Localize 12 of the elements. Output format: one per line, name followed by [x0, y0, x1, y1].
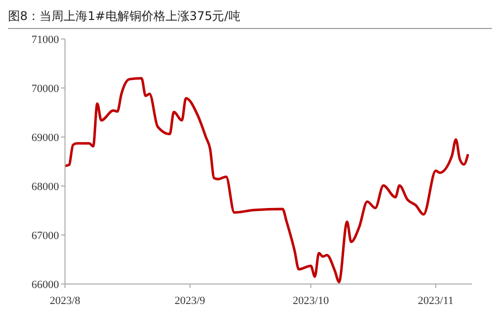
- x-tick-label: 2023/11: [418, 294, 454, 307]
- x-tick-label: 2023/9: [174, 294, 206, 307]
- y-tick-label: 66000: [32, 278, 60, 291]
- line-series: [65, 76, 470, 284]
- y-tick-label: 71000: [32, 34, 60, 46]
- y-tick-label: 70000: [32, 82, 60, 95]
- chart-title: 图8：当周上海1#电解铜价格上涨375元/吨: [8, 8, 492, 29]
- y-tick-label: 69000: [32, 132, 60, 144]
- x-tick-label: 2023/8: [50, 294, 81, 307]
- y-tick-label: 67000: [32, 230, 60, 242]
- x-tick-label: 2023/10: [292, 294, 330, 307]
- y-tick-label: 68000: [32, 180, 60, 193]
